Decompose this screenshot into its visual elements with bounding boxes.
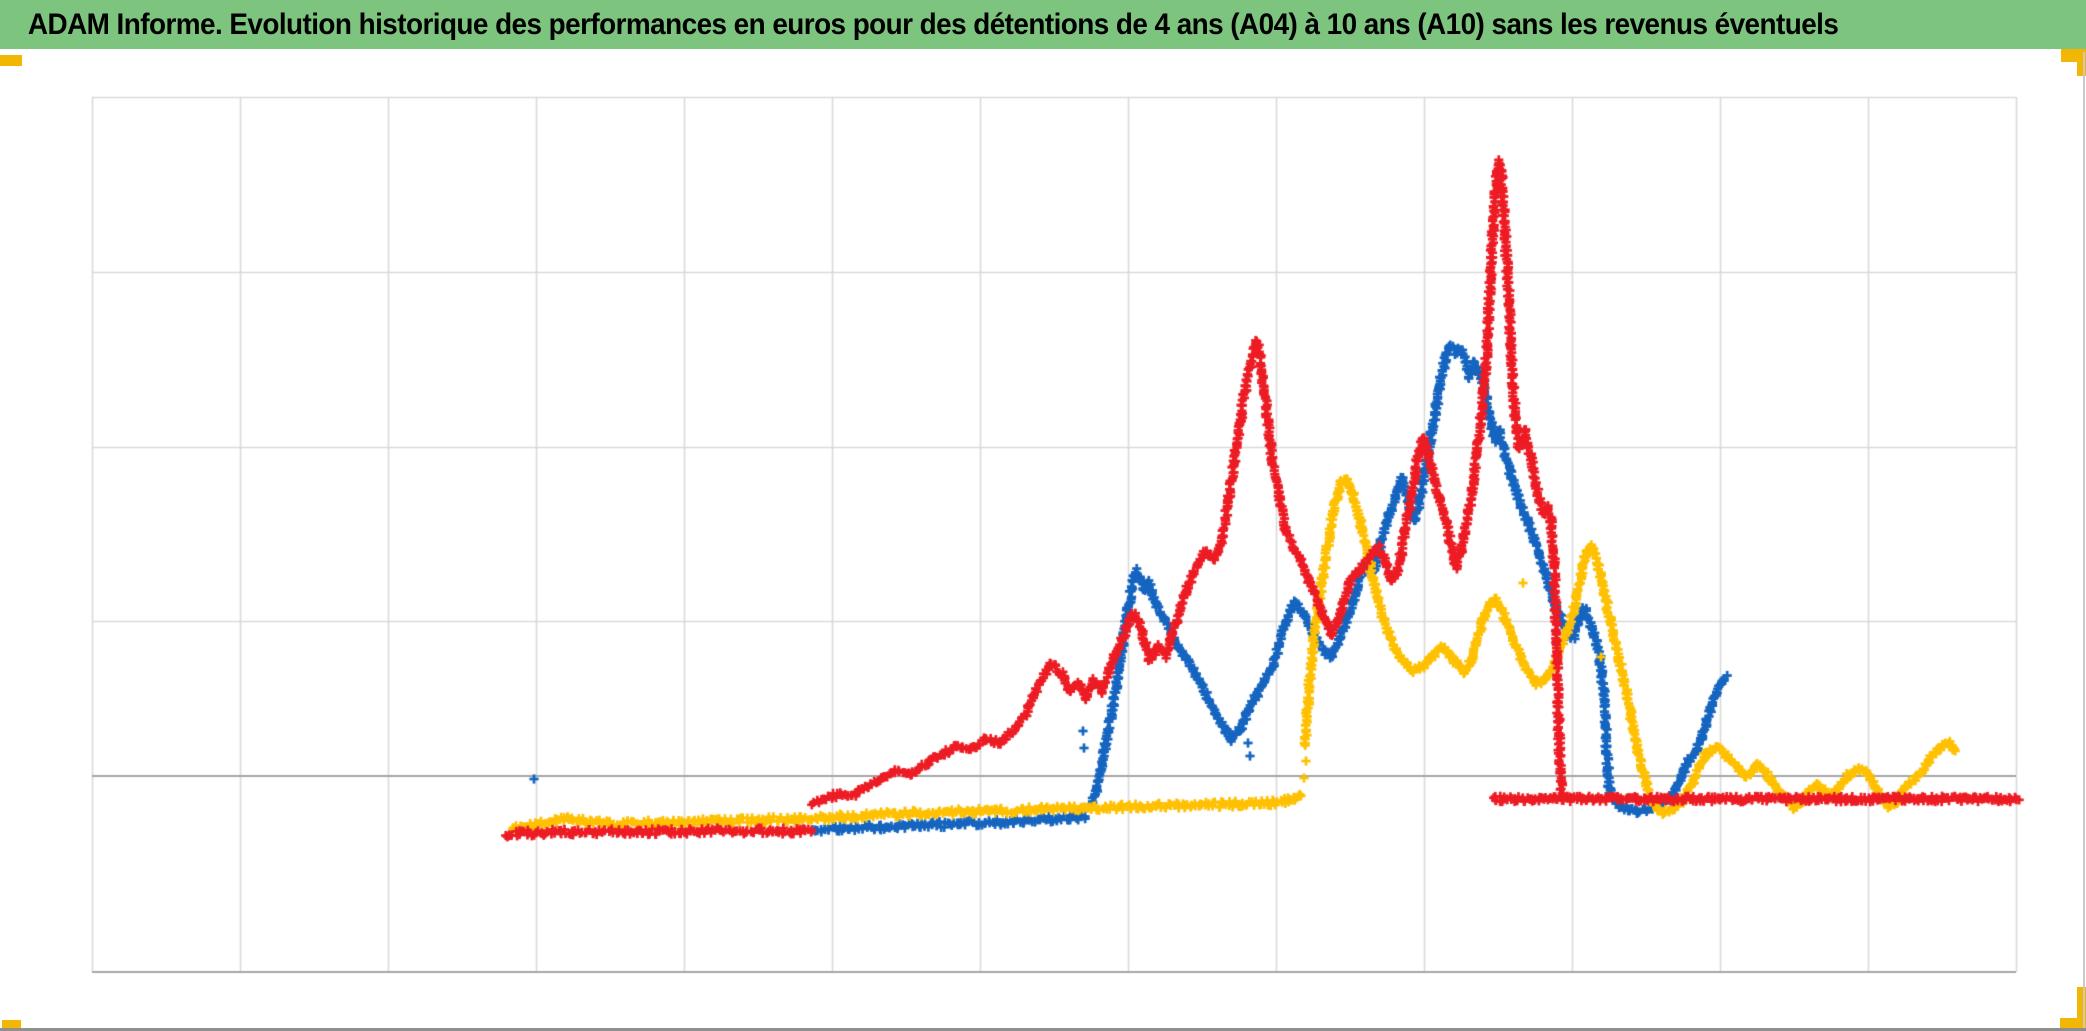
title-bar: ADAM Informe. Evolution historique des p…	[0, 0, 2086, 49]
chart-right-border	[2083, 52, 2085, 1029]
gold-corner-top-left	[0, 55, 22, 66]
performance-chart-canvas	[0, 49, 2086, 1031]
page-title: ADAM Informe. Evolution historique des p…	[27, 7, 1839, 41]
gold-corner-bottom-right-v	[2077, 987, 2086, 1031]
chart	[0, 49, 2086, 1031]
gold-corner-bottom-right-h	[2060, 1018, 2086, 1031]
gold-corner-top-right-v	[2077, 49, 2086, 76]
bottom-edge-line	[0, 1028, 2086, 1031]
gold-corner-bottom-left	[2, 1020, 21, 1030]
